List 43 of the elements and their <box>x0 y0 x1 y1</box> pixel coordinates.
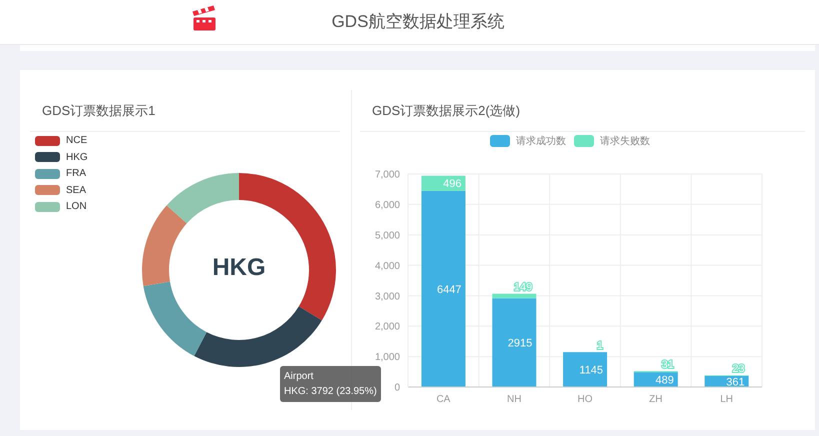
y-tick-label: 0 <box>394 382 400 394</box>
legend-label: FRA <box>66 168 86 180</box>
legend-label: 请求成功数 <box>516 134 566 148</box>
data-label: 2915 <box>508 338 532 350</box>
data-label: 31 <box>662 359 674 372</box>
legend-label: HKG <box>66 152 88 163</box>
legend-label: SEA <box>66 184 86 196</box>
x-tick-label: HO <box>578 394 593 406</box>
data-label: 361 <box>726 376 745 388</box>
bar <box>492 298 536 387</box>
bar <box>492 294 536 298</box>
data-label: 149 <box>514 282 532 294</box>
data-label: 1145 <box>579 364 604 376</box>
text: Airport <box>284 370 314 384</box>
x-tick-label: CA <box>436 394 451 406</box>
legend-label: LON <box>66 201 87 212</box>
y-tick-label: 4,000 <box>374 260 400 272</box>
donut-slice <box>142 205 187 286</box>
data-label: 496 <box>443 178 462 190</box>
data-label: 1 <box>596 340 604 352</box>
y-tick-label: 2,000 <box>374 322 400 333</box>
data-label: 489 <box>655 374 674 386</box>
legend-label: 请求失败数 <box>600 134 650 148</box>
legend-label: NCE <box>66 135 88 146</box>
donut-slice <box>143 282 207 356</box>
y-tick-label: 5,000 <box>374 230 400 242</box>
data-label: 6447 <box>436 284 462 296</box>
y-tick-label: 6,000 <box>374 200 400 211</box>
donut-slice <box>166 173 239 224</box>
chart-title: GDS订票数据展示1 <box>42 102 156 120</box>
bar <box>421 190 466 387</box>
y-tick-label: 3,000 <box>374 291 400 302</box>
chart-title: GDS订票数据展示2(选做) <box>372 102 520 120</box>
text: HKG <box>211 253 267 283</box>
data-label: 23 <box>732 363 745 376</box>
x-tick-label: ZH <box>649 394 662 406</box>
text: GDS航空数据处理系统 <box>330 11 506 33</box>
x-tick-label: LH <box>720 394 733 406</box>
x-tick-label: NH <box>506 394 522 406</box>
text: HKG: 3792 (23.95%) <box>284 385 377 399</box>
y-tick-label: 7,000 <box>374 170 400 181</box>
y-tick-label: 1,000 <box>374 352 400 364</box>
donut-slice <box>194 306 322 367</box>
